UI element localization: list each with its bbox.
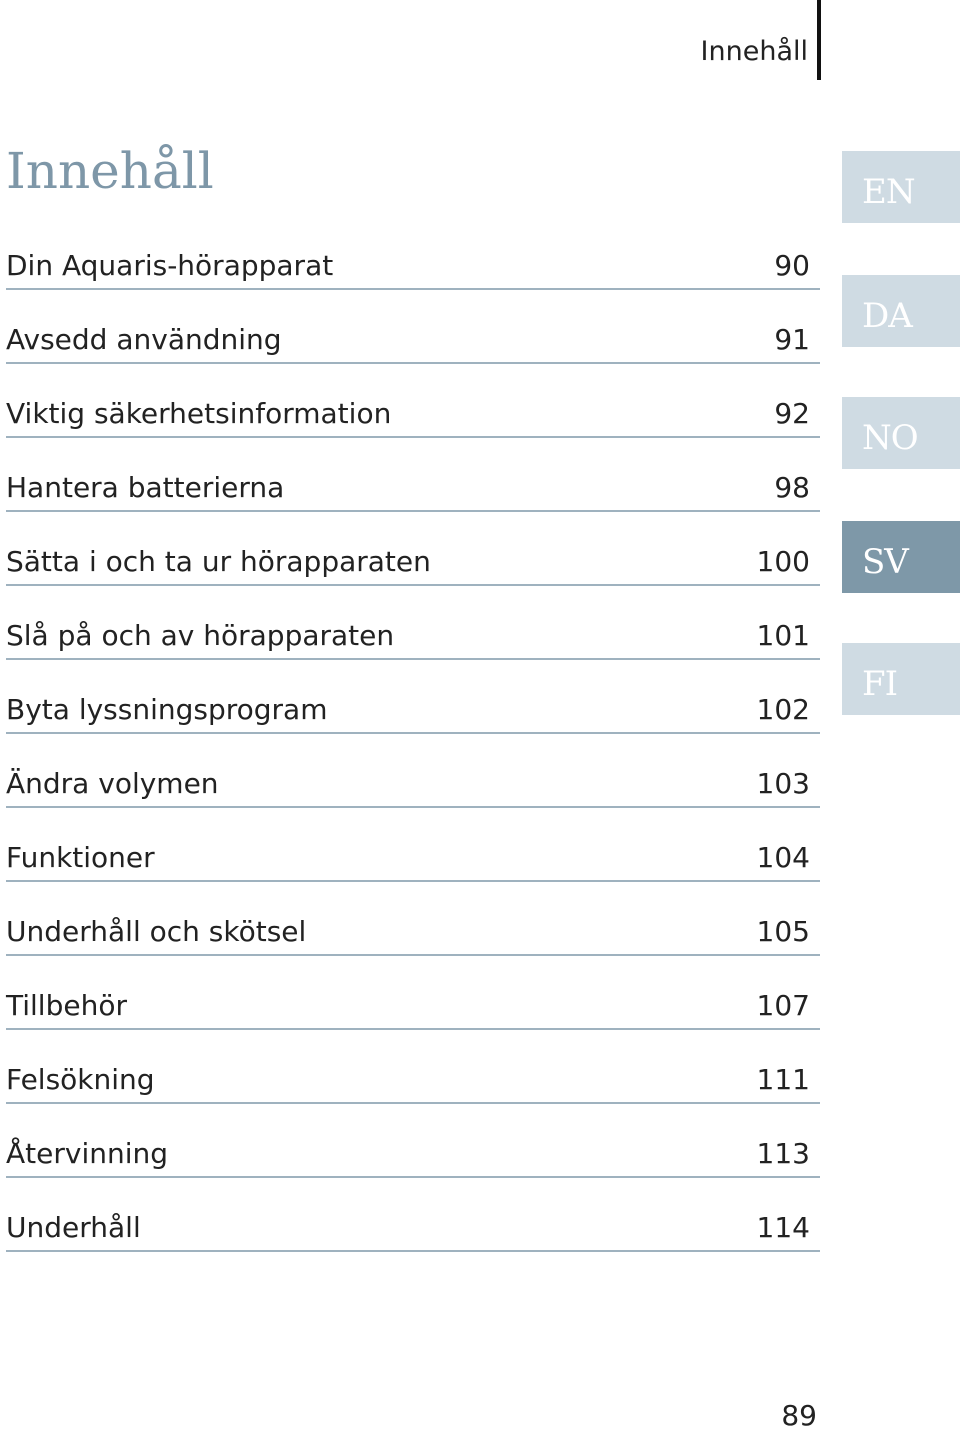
toc-page-number: 90 [774, 249, 810, 282]
language-tab-fi[interactable]: FI [842, 643, 960, 715]
toc-label: Tillbehör [6, 989, 127, 1022]
toc-label: Viktig säkerhetsinformation [6, 397, 392, 430]
toc-label: Slå på och av hörapparaten [6, 619, 395, 652]
toc-row[interactable]: Avsedd användning 91 [6, 290, 820, 364]
toc-page-number: 91 [774, 323, 810, 356]
toc-label: Underhåll [6, 1211, 141, 1244]
page-title: Innehåll [6, 142, 214, 200]
toc-row[interactable]: Felsökning 111 [6, 1030, 820, 1104]
toc-label: Hantera batterierna [6, 471, 285, 504]
language-tab-sv[interactable]: SV [842, 521, 960, 593]
toc-row[interactable]: Underhåll 114 [6, 1178, 820, 1252]
language-tab-da[interactable]: DA [842, 275, 960, 347]
language-tab-no[interactable]: NO [842, 397, 960, 469]
toc-page-number: 105 [756, 915, 810, 948]
toc-page-number: 98 [774, 471, 810, 504]
toc-row[interactable]: Återvinning 113 [6, 1104, 820, 1178]
toc-page-number: 103 [756, 767, 810, 800]
table-of-contents: Din Aquaris-hörapparat 90 Avsedd användni… [6, 216, 820, 1252]
toc-row[interactable]: Hantera batterierna 98 [6, 438, 820, 512]
toc-label: Avsedd användning [6, 323, 282, 356]
toc-row[interactable]: Sätta i och ta ur hörapparaten 100 [6, 512, 820, 586]
toc-row[interactable]: Tillbehör 107 [6, 956, 820, 1030]
toc-row[interactable]: Slå på och av hörapparaten 101 [6, 586, 820, 660]
toc-page-number: 114 [756, 1211, 810, 1244]
toc-label: Underhåll och skötsel [6, 915, 307, 948]
toc-page-number: 111 [756, 1063, 810, 1096]
toc-label: Felsökning [6, 1063, 155, 1096]
toc-page-number: 102 [756, 693, 810, 726]
page-number: 89 [781, 1399, 817, 1432]
running-header: Innehåll [700, 36, 808, 67]
toc-row[interactable]: Underhåll och skötsel 105 [6, 882, 820, 956]
toc-row[interactable]: Funktioner 104 [6, 808, 820, 882]
toc-row[interactable]: Din Aquaris-hörapparat 90 [6, 216, 820, 290]
toc-page-number: 92 [774, 397, 810, 430]
toc-row[interactable]: Viktig säkerhetsinformation 92 [6, 364, 820, 438]
header-rule [817, 0, 821, 80]
toc-row[interactable]: Ändra volymen 103 [6, 734, 820, 808]
toc-label: Ändra volymen [6, 767, 219, 800]
toc-label: Funktioner [6, 841, 155, 874]
toc-page-number: 104 [756, 841, 810, 874]
toc-label: Sätta i och ta ur hörapparaten [6, 545, 431, 578]
toc-page-number: 107 [756, 989, 810, 1022]
toc-label: Din Aquaris-hörapparat [6, 249, 334, 282]
toc-label: Återvinning [6, 1137, 169, 1170]
toc-label: Byta lyssningsprogram [6, 693, 328, 726]
toc-page-number: 101 [756, 619, 810, 652]
toc-page-number: 100 [756, 545, 810, 578]
toc-page-number: 113 [756, 1137, 810, 1170]
toc-row[interactable]: Byta lyssningsprogram 102 [6, 660, 820, 734]
language-tab-en[interactable]: EN [842, 151, 960, 223]
